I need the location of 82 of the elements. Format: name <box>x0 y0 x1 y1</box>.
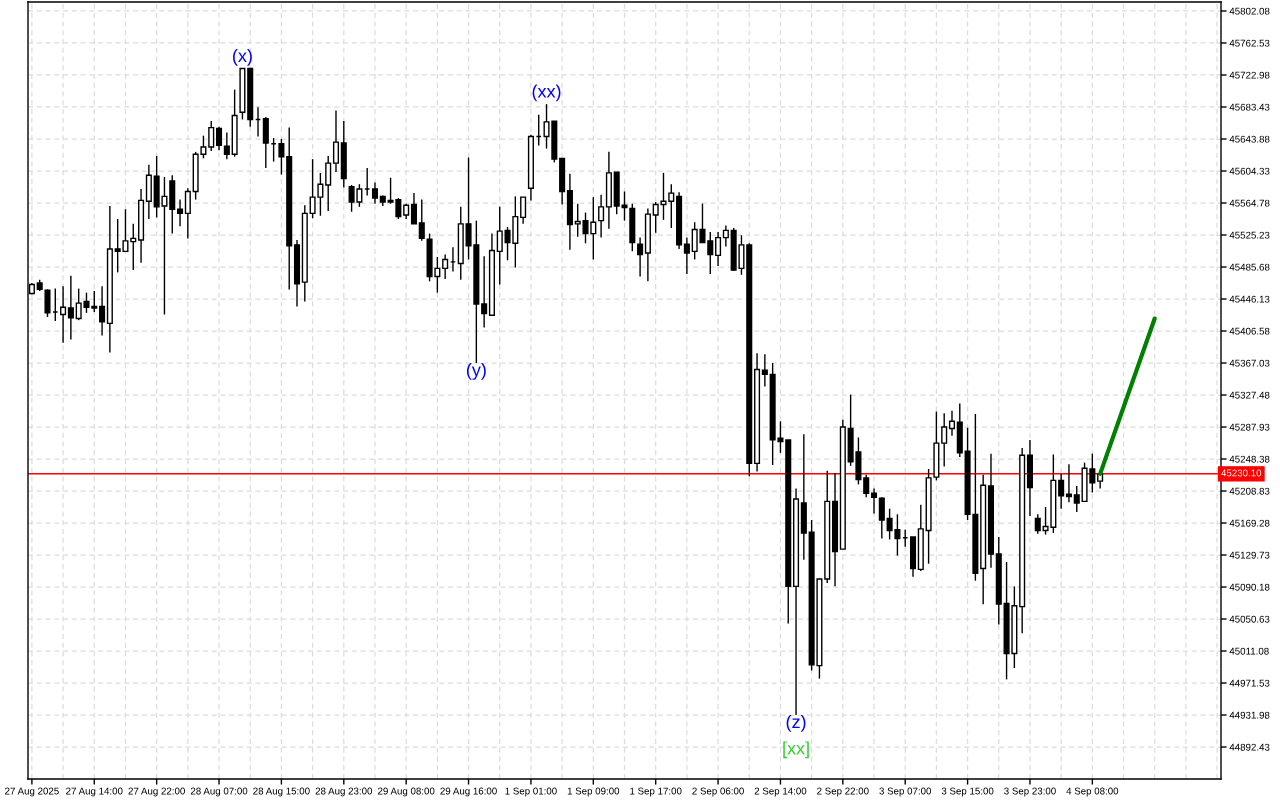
candlestick <box>371 181 379 205</box>
x-tick-label: 3 Sep 07:00 <box>879 787 932 797</box>
candlestick <box>1034 513 1041 535</box>
candlestick <box>948 410 956 437</box>
y-tick-label: 45011.08 <box>1229 647 1269 655</box>
candlestick <box>44 288 51 318</box>
y-tick-label: 45327.48 <box>1229 391 1270 399</box>
candlestick <box>67 274 74 341</box>
x-tick-label: 29 Aug 08:00 <box>378 787 435 797</box>
y-tick-label: 45050.63 <box>1229 615 1270 623</box>
candlestick <box>598 194 605 239</box>
y-tick-label: 45762.53 <box>1229 39 1270 47</box>
candlestick <box>60 285 67 344</box>
x-tick-label: 28 Aug 15:00 <box>253 787 310 797</box>
x-tick-label: 27 Aug 2025 <box>5 787 59 797</box>
candlestick <box>177 198 184 227</box>
candlestick <box>715 231 722 267</box>
y-tick-label: 45208.83 <box>1229 487 1270 495</box>
y-tick-label: 45169.28 <box>1229 519 1270 527</box>
x-tick-label: 2 Sep 22:00 <box>817 787 869 797</box>
y-tick-label: 45129.73 <box>1229 551 1270 559</box>
y-tick-label: 45683.43 <box>1229 103 1270 111</box>
candlestick <box>184 187 191 240</box>
y-tick-label: 45367.03 <box>1229 359 1270 367</box>
x-tick-label: 28 Aug 07:00 <box>190 787 248 797</box>
y-tick-label: 45287.93 <box>1229 423 1270 431</box>
annotation: (z) <box>786 715 806 732</box>
candlestick <box>442 253 449 280</box>
y-tick-label: 45485.68 <box>1229 263 1270 271</box>
y-tick-label: 45248.38 <box>1229 455 1270 463</box>
x-tick-label: 3 Sep 15:00 <box>941 787 994 797</box>
candlestick <box>722 224 729 248</box>
y-tick-label: 45722.98 <box>1229 71 1270 79</box>
candlestick <box>683 236 690 275</box>
x-tick-label: 29 Aug 16:00 <box>440 787 497 797</box>
y-tick-label: 45604.33 <box>1229 167 1270 175</box>
candlestick <box>863 473 870 499</box>
y-tick-label: 44971.53 <box>1229 679 1270 687</box>
candlestick <box>332 109 340 173</box>
candlestick <box>1065 463 1072 503</box>
candlestick <box>870 487 878 515</box>
candlestick <box>481 255 488 329</box>
candlestick <box>99 285 106 337</box>
annotation: [xx] <box>783 741 809 759</box>
x-tick-label: 1 Sep 17:00 <box>630 787 682 797</box>
x-tick-label: 2 Sep 06:00 <box>692 787 744 797</box>
y-tick-label: 44931.98 <box>1229 711 1270 719</box>
y-tick-label: 45406.58 <box>1229 327 1270 335</box>
y-tick-label: 45643.88 <box>1229 135 1270 143</box>
y-tick-label: 45802.08 <box>1229 7 1270 15</box>
y-tick-label: 45564.78 <box>1229 199 1270 207</box>
candlestick <box>520 196 527 225</box>
candlestick <box>216 126 223 151</box>
candlestick <box>278 138 285 176</box>
candlestick <box>1058 473 1065 510</box>
annotation: (xx) <box>532 84 561 102</box>
candlestick <box>941 412 948 468</box>
candlestick <box>1073 485 1080 513</box>
x-tick-label: 4 Sep 08:00 <box>1066 787 1119 797</box>
candlestick <box>418 198 425 242</box>
x-tick-label: 1 Sep 09:00 <box>567 787 620 797</box>
x-tick-label: 1 Sep 01:00 <box>505 787 557 797</box>
x-tick-label: 28 Aug 23:00 <box>315 787 373 797</box>
y-tick-label: 44892.43 <box>1229 743 1270 751</box>
x-tick-label: 27 Aug 14:00 <box>66 787 123 797</box>
annotation: (x) <box>233 48 252 66</box>
y-tick-label: 45446.13 <box>1229 295 1270 303</box>
x-tick-label: 27 Aug 22:00 <box>128 787 185 797</box>
candlestick <box>325 155 332 212</box>
candlestick <box>637 236 644 278</box>
y-tick-label: 45525.23 <box>1229 231 1270 239</box>
candlestick <box>761 353 768 388</box>
candlestick <box>410 192 418 225</box>
candlestick <box>223 131 230 160</box>
candlestick <box>878 496 885 540</box>
candlestick <box>496 206 503 286</box>
y-tick-label: 45090.18 <box>1229 583 1270 591</box>
x-tick-label: 2 Sep 14:00 <box>754 787 807 797</box>
candlestick <box>208 120 215 152</box>
x-tick-label: 3 Sep 23:00 <box>1004 787 1056 797</box>
annotation: (y) <box>466 363 486 380</box>
ref-line-label: 45230.10 <box>1221 469 1262 477</box>
